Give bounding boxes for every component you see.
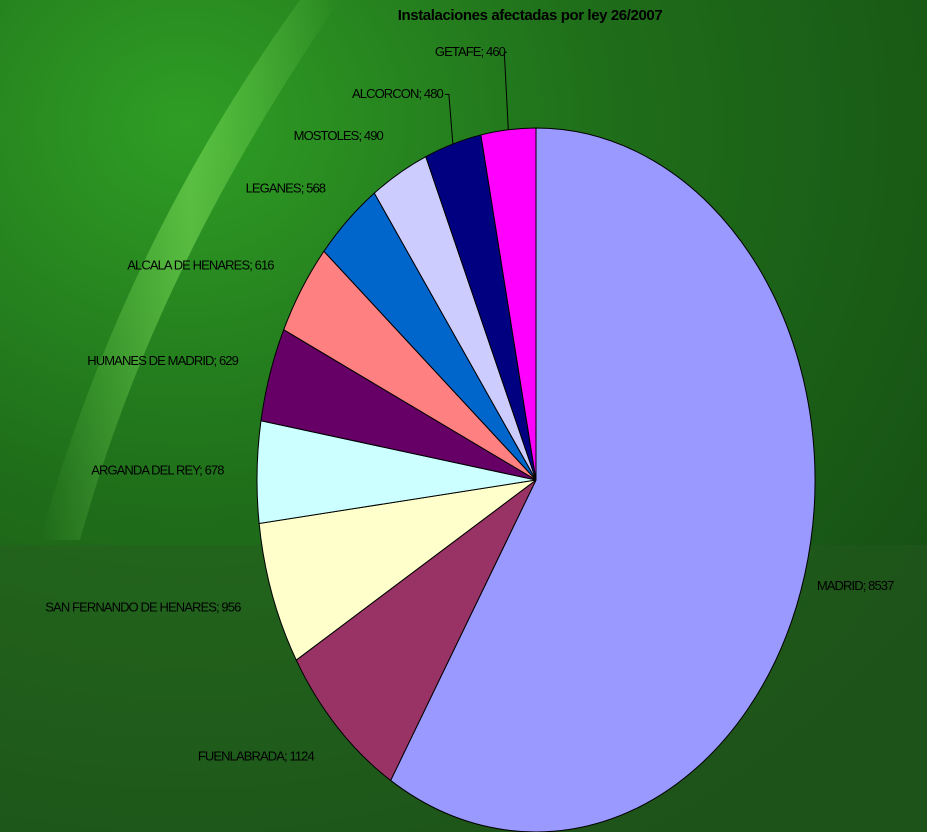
- chart-title: Instalaciones afectadas por ley 26/2007: [398, 7, 663, 24]
- pie-slice: [258, 479, 537, 661]
- labels: MADRID; 8537 FUENLABRADA; 1124 SAN FERNAND…: [45, 44, 895, 764]
- data-label: FUENLABRADA; 1124: [198, 749, 315, 764]
- data-label: SAN FERNANDO DE HENARES; 956: [45, 599, 241, 614]
- data-label: ARGANDA DEL REY; 678: [91, 462, 224, 477]
- data-label: LEGANES; 568: [246, 181, 326, 196]
- data-label: ALCORCON; 480: [352, 86, 444, 101]
- data-label: HUMANES DE MADRID; 629: [87, 353, 238, 368]
- data-label: GETAFE; 460: [435, 44, 506, 59]
- data-label: MOSTOLES; 490: [294, 128, 384, 143]
- background-streak: [40, 0, 340, 540]
- data-label: ALCALA DE HENARES; 616: [127, 257, 274, 272]
- pie: [256, 127, 816, 832]
- data-label: MADRID; 8537: [817, 578, 894, 593]
- leader-line: [444, 93, 454, 145]
- leader-line: [503, 51, 509, 130]
- pie-slice: [295, 479, 537, 782]
- pie-slice: [480, 127, 537, 481]
